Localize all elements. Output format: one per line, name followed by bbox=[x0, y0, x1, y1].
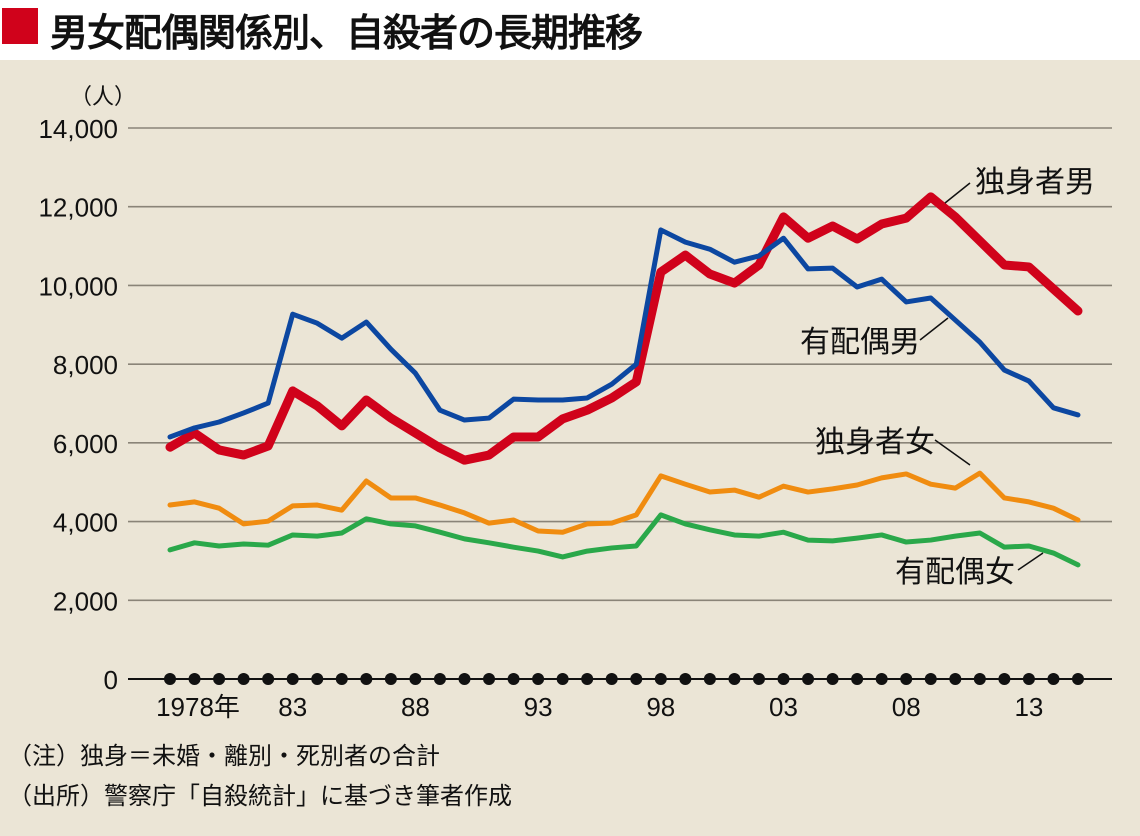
y-tick-label: 6,000 bbox=[53, 429, 118, 459]
chart-panel bbox=[0, 60, 1140, 836]
year-dot bbox=[360, 673, 373, 685]
y-tick-label: 0 bbox=[104, 665, 118, 695]
year-dot bbox=[679, 673, 692, 685]
series-label: 有配偶男 bbox=[800, 325, 920, 360]
year-dot bbox=[777, 673, 790, 685]
year-dot bbox=[605, 673, 618, 685]
series-line-1 bbox=[165, 192, 1083, 465]
year-dot bbox=[164, 673, 176, 685]
y-tick-label: 10,000 bbox=[38, 271, 118, 301]
year-dot bbox=[188, 673, 201, 685]
year-dot bbox=[507, 673, 520, 685]
x-tick-label: 98 bbox=[646, 692, 675, 722]
title-bar: 男女配偶関係別、自殺者の長期推移 bbox=[0, 0, 1140, 58]
year-dot bbox=[728, 673, 741, 685]
series-line-2 bbox=[167, 227, 1081, 440]
year-dot bbox=[998, 673, 1011, 685]
x-tick-label: 03 bbox=[769, 692, 798, 722]
year-dot bbox=[802, 673, 815, 685]
year-dot bbox=[286, 673, 299, 685]
year-dot bbox=[752, 673, 765, 685]
year-dot bbox=[924, 673, 937, 685]
note-text: （注）独身＝未婚・離別・死別者の合計 bbox=[8, 742, 440, 770]
y-tick-label: 2,000 bbox=[53, 586, 118, 616]
x-tick-label: 08 bbox=[892, 692, 921, 722]
series-label: 独身者男 bbox=[975, 165, 1095, 200]
y-tick-label: 14,000 bbox=[38, 114, 118, 144]
year-dot bbox=[973, 673, 986, 685]
series-label: 有配偶女 bbox=[895, 555, 1015, 590]
x-tick-label: 13 bbox=[1014, 692, 1043, 722]
series-line-4 bbox=[167, 512, 1081, 568]
year-dot bbox=[826, 673, 839, 685]
y-tick-label: 12,000 bbox=[38, 193, 118, 223]
year-dot bbox=[949, 673, 962, 685]
year-dot bbox=[875, 673, 888, 685]
year-dot bbox=[1047, 673, 1060, 685]
year-dot bbox=[483, 673, 496, 685]
year-dot bbox=[262, 673, 275, 685]
year-dot bbox=[433, 673, 446, 685]
x-tick-label: 83 bbox=[278, 692, 307, 722]
chart-title: 男女配偶関係別、自殺者の長期推移 bbox=[50, 11, 643, 55]
y-tick-label: 8,000 bbox=[53, 350, 118, 380]
y-axis-unit: （人） bbox=[70, 85, 136, 110]
y-tick-label: 4,000 bbox=[53, 508, 118, 538]
year-dot bbox=[851, 673, 864, 685]
title-marker bbox=[2, 8, 38, 44]
year-dot bbox=[311, 673, 324, 685]
x-tick-label: 93 bbox=[524, 692, 553, 722]
year-dot bbox=[1072, 673, 1084, 685]
year-dot bbox=[213, 673, 226, 685]
year-dot bbox=[630, 673, 643, 685]
leader-line bbox=[944, 182, 971, 204]
x-tick-label: 88 bbox=[401, 692, 430, 722]
year-dot bbox=[1022, 673, 1035, 685]
series-line-3 bbox=[167, 470, 1081, 535]
year-dot bbox=[335, 673, 348, 685]
series-label: 独身者女 bbox=[815, 425, 935, 460]
year-dot bbox=[384, 673, 397, 685]
year-dot bbox=[654, 673, 667, 685]
year-dot bbox=[237, 673, 250, 685]
year-dot bbox=[458, 673, 471, 685]
source-text: （出所）警察庁「自殺統計」に基づき筆者作成 bbox=[8, 782, 512, 810]
year-dot bbox=[556, 673, 569, 685]
year-dot bbox=[532, 673, 545, 685]
year-dot bbox=[703, 673, 716, 685]
leader-line bbox=[1017, 552, 1044, 571]
year-dot bbox=[900, 673, 913, 685]
year-dot bbox=[409, 673, 422, 685]
x-tick-label: 1978年 bbox=[156, 692, 240, 722]
leader-line bbox=[919, 317, 949, 341]
year-dot bbox=[581, 673, 594, 685]
leader-line bbox=[934, 439, 971, 466]
